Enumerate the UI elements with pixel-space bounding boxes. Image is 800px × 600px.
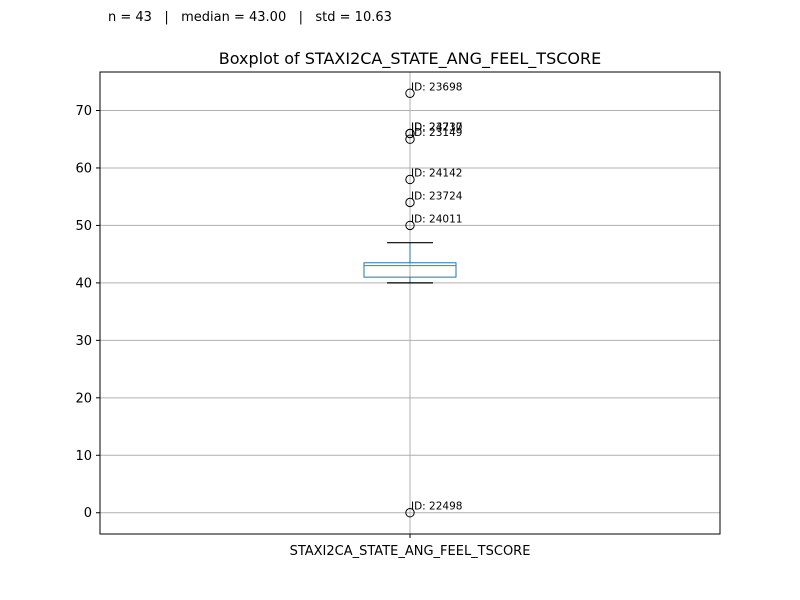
- y-tick-label: 40: [75, 276, 92, 291]
- plot-frame: [99, 71, 721, 535]
- axis-layer: 0 10 20 30 40 50 60 70 STAXI2CA_STATE_ANG_FEEL_T…: [75, 104, 530, 559]
- outlier-label: ID: 24011: [411, 213, 462, 225]
- outlier-point: [405, 88, 415, 98]
- y-tick-label: 70: [75, 104, 92, 119]
- y-tick-label: 60: [75, 161, 92, 176]
- outlier-label: ID: 23698: [411, 81, 462, 93]
- y-tick-label: 50: [75, 219, 92, 234]
- box-layer: [363, 242, 457, 284]
- outlier-point: [405, 134, 415, 144]
- outlier-point: [405, 128, 415, 139]
- outlier-label: ID: 23710: [411, 121, 462, 133]
- x-tick-label: STAXI2CA_STATE_ANG_FEEL_TSCORE: [290, 544, 531, 559]
- y-tick-label: 30: [75, 334, 92, 349]
- outlier-point: [405, 174, 415, 185]
- y-tick-label: 0: [84, 506, 92, 521]
- outlier-label: ID: 24142: [411, 167, 462, 179]
- outlier-label: ID: 22498: [411, 501, 462, 513]
- outlier-point: [405, 508, 415, 518]
- outlier-point: [405, 197, 415, 208]
- outlier-label: ID: 24237: [411, 121, 462, 133]
- y-tick-label: 10: [75, 449, 92, 464]
- grid-layer: [100, 72, 720, 534]
- chart-title: Boxplot of STAXI2CA_STATE_ANG_FEEL_TSCOR…: [219, 49, 601, 69]
- outlier-label: ID: 23724: [411, 190, 463, 202]
- outlier-label: ID: 23149: [411, 127, 462, 139]
- stats-summary: n = 43 | median = 43.00 | std = 10.63: [108, 10, 392, 25]
- y-tick-label: 20: [75, 391, 92, 406]
- outlier-point: [405, 220, 415, 231]
- iqr-box: [363, 262, 457, 278]
